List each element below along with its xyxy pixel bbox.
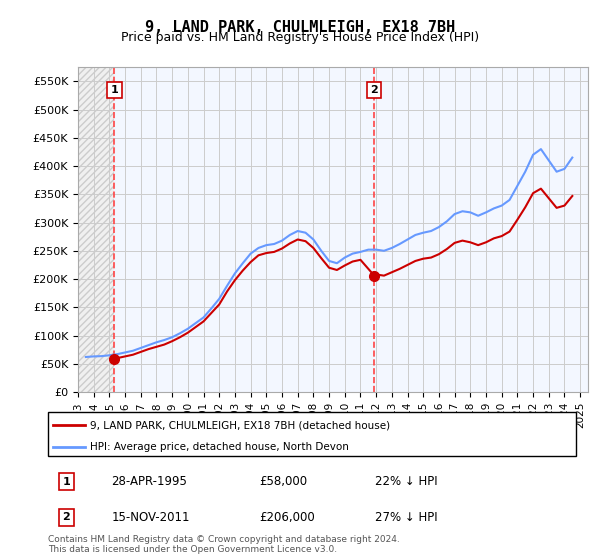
Text: HPI: Average price, detached house, North Devon: HPI: Average price, detached house, Nort… (90, 442, 349, 452)
Text: 2: 2 (370, 85, 378, 95)
Text: 28-APR-1995: 28-APR-1995 (112, 475, 187, 488)
Bar (115, 67, 588, 392)
Bar (78, 67, 115, 392)
Text: 1: 1 (62, 477, 70, 487)
Text: 2: 2 (62, 512, 70, 522)
Bar (78, 67, 115, 392)
Text: 9, LAND PARK, CHULMLEIGH, EX18 7BH: 9, LAND PARK, CHULMLEIGH, EX18 7BH (145, 20, 455, 35)
Text: Contains HM Land Registry data © Crown copyright and database right 2024.
This d: Contains HM Land Registry data © Crown c… (48, 535, 400, 554)
Text: 1: 1 (110, 85, 118, 95)
Text: £58,000: £58,000 (259, 475, 307, 488)
Text: 27% ↓ HPI: 27% ↓ HPI (376, 511, 438, 524)
Text: 22% ↓ HPI: 22% ↓ HPI (376, 475, 438, 488)
Text: Price paid vs. HM Land Registry's House Price Index (HPI): Price paid vs. HM Land Registry's House … (121, 31, 479, 44)
Text: £206,000: £206,000 (259, 511, 315, 524)
FancyBboxPatch shape (48, 412, 576, 456)
Text: 15-NOV-2011: 15-NOV-2011 (112, 511, 190, 524)
Text: 9, LAND PARK, CHULMLEIGH, EX18 7BH (detached house): 9, LAND PARK, CHULMLEIGH, EX18 7BH (deta… (90, 420, 391, 430)
